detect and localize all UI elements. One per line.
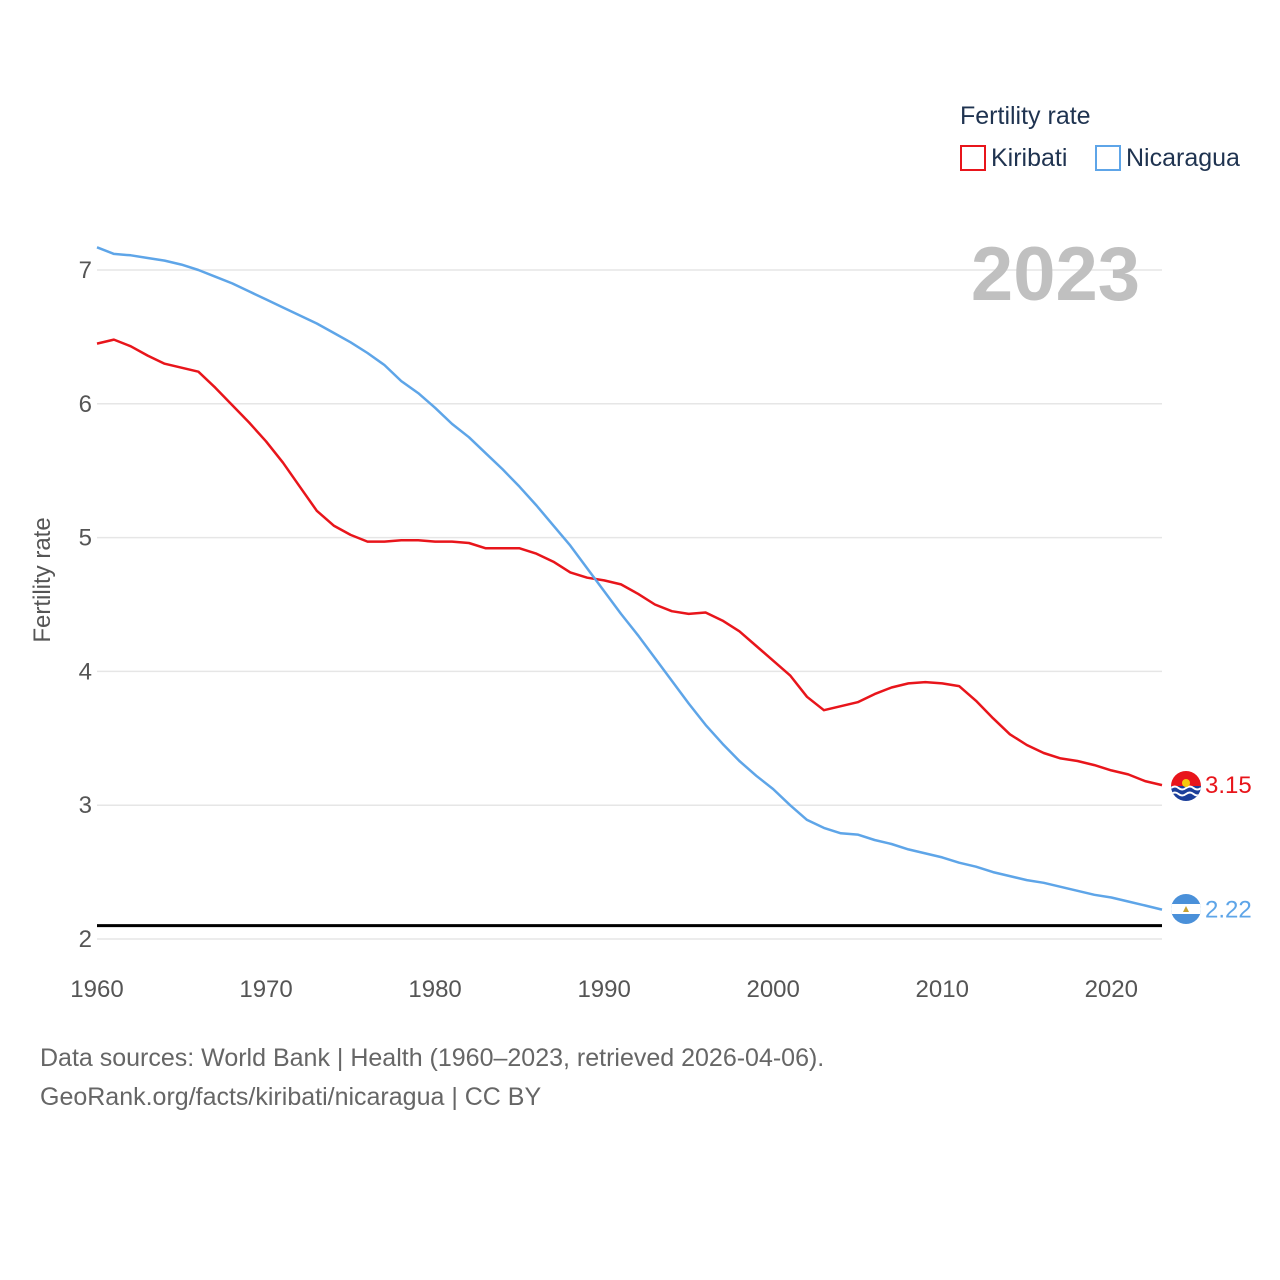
end-value-kiribati: 3.15 <box>1205 772 1252 799</box>
legend: Fertility rate Kiribati Nicaragua <box>960 102 1240 172</box>
y-tick-label: 2 <box>79 926 92 953</box>
grid-lines <box>97 269 1162 940</box>
end-value-nicaragua: 2.22 <box>1205 897 1252 924</box>
y-tick-label: 4 <box>79 658 92 685</box>
y-tick-label: 6 <box>79 391 92 418</box>
y-axis-title: Fertility rate <box>29 517 56 642</box>
x-tick-label: 2020 <box>1085 976 1138 1003</box>
legend-title: Fertility rate <box>960 102 1091 130</box>
x-tick-label: 2010 <box>916 976 969 1003</box>
x-tick-label: 1980 <box>408 976 461 1003</box>
footer-sources: Data sources: World Bank | Health (1960–… <box>40 1044 825 1072</box>
legend-label-kiribati[interactable]: Kiribati <box>991 144 1067 172</box>
legend-label-nicaragua[interactable]: Nicaragua <box>1126 144 1240 172</box>
series-line-kiribati[interactable] <box>96 338 1163 787</box>
legend-swatch-nicaragua[interactable] <box>1095 145 1121 171</box>
year-watermark: 2023 <box>971 232 1140 317</box>
nicaragua-flag-icon <box>1171 894 1201 924</box>
y-tick-label: 5 <box>79 525 92 552</box>
kiribati-flag-icon <box>1171 771 1201 801</box>
y-axis-ticks: 2 3 4 5 6 7 <box>79 257 92 953</box>
x-tick-label: 1990 <box>577 976 630 1003</box>
legend-swatch-kiribati[interactable] <box>960 145 986 171</box>
y-tick-label: 3 <box>79 792 92 819</box>
x-tick-label: 2000 <box>746 976 799 1003</box>
x-tick-label: 1960 <box>70 976 123 1003</box>
series-lines <box>96 246 1163 911</box>
x-tick-label: 1970 <box>239 976 292 1003</box>
y-tick-label: 7 <box>79 257 92 284</box>
series-line-nicaragua[interactable] <box>96 246 1163 911</box>
x-axis-ticks: 1960 1970 1980 1990 2000 2010 2020 <box>70 976 1138 1003</box>
series-end-labels: 3.15 2.22 <box>1205 772 1252 923</box>
footer-attribution[interactable]: GeoRank.org/facts/kiribati/nicaragua | C… <box>40 1083 542 1111</box>
